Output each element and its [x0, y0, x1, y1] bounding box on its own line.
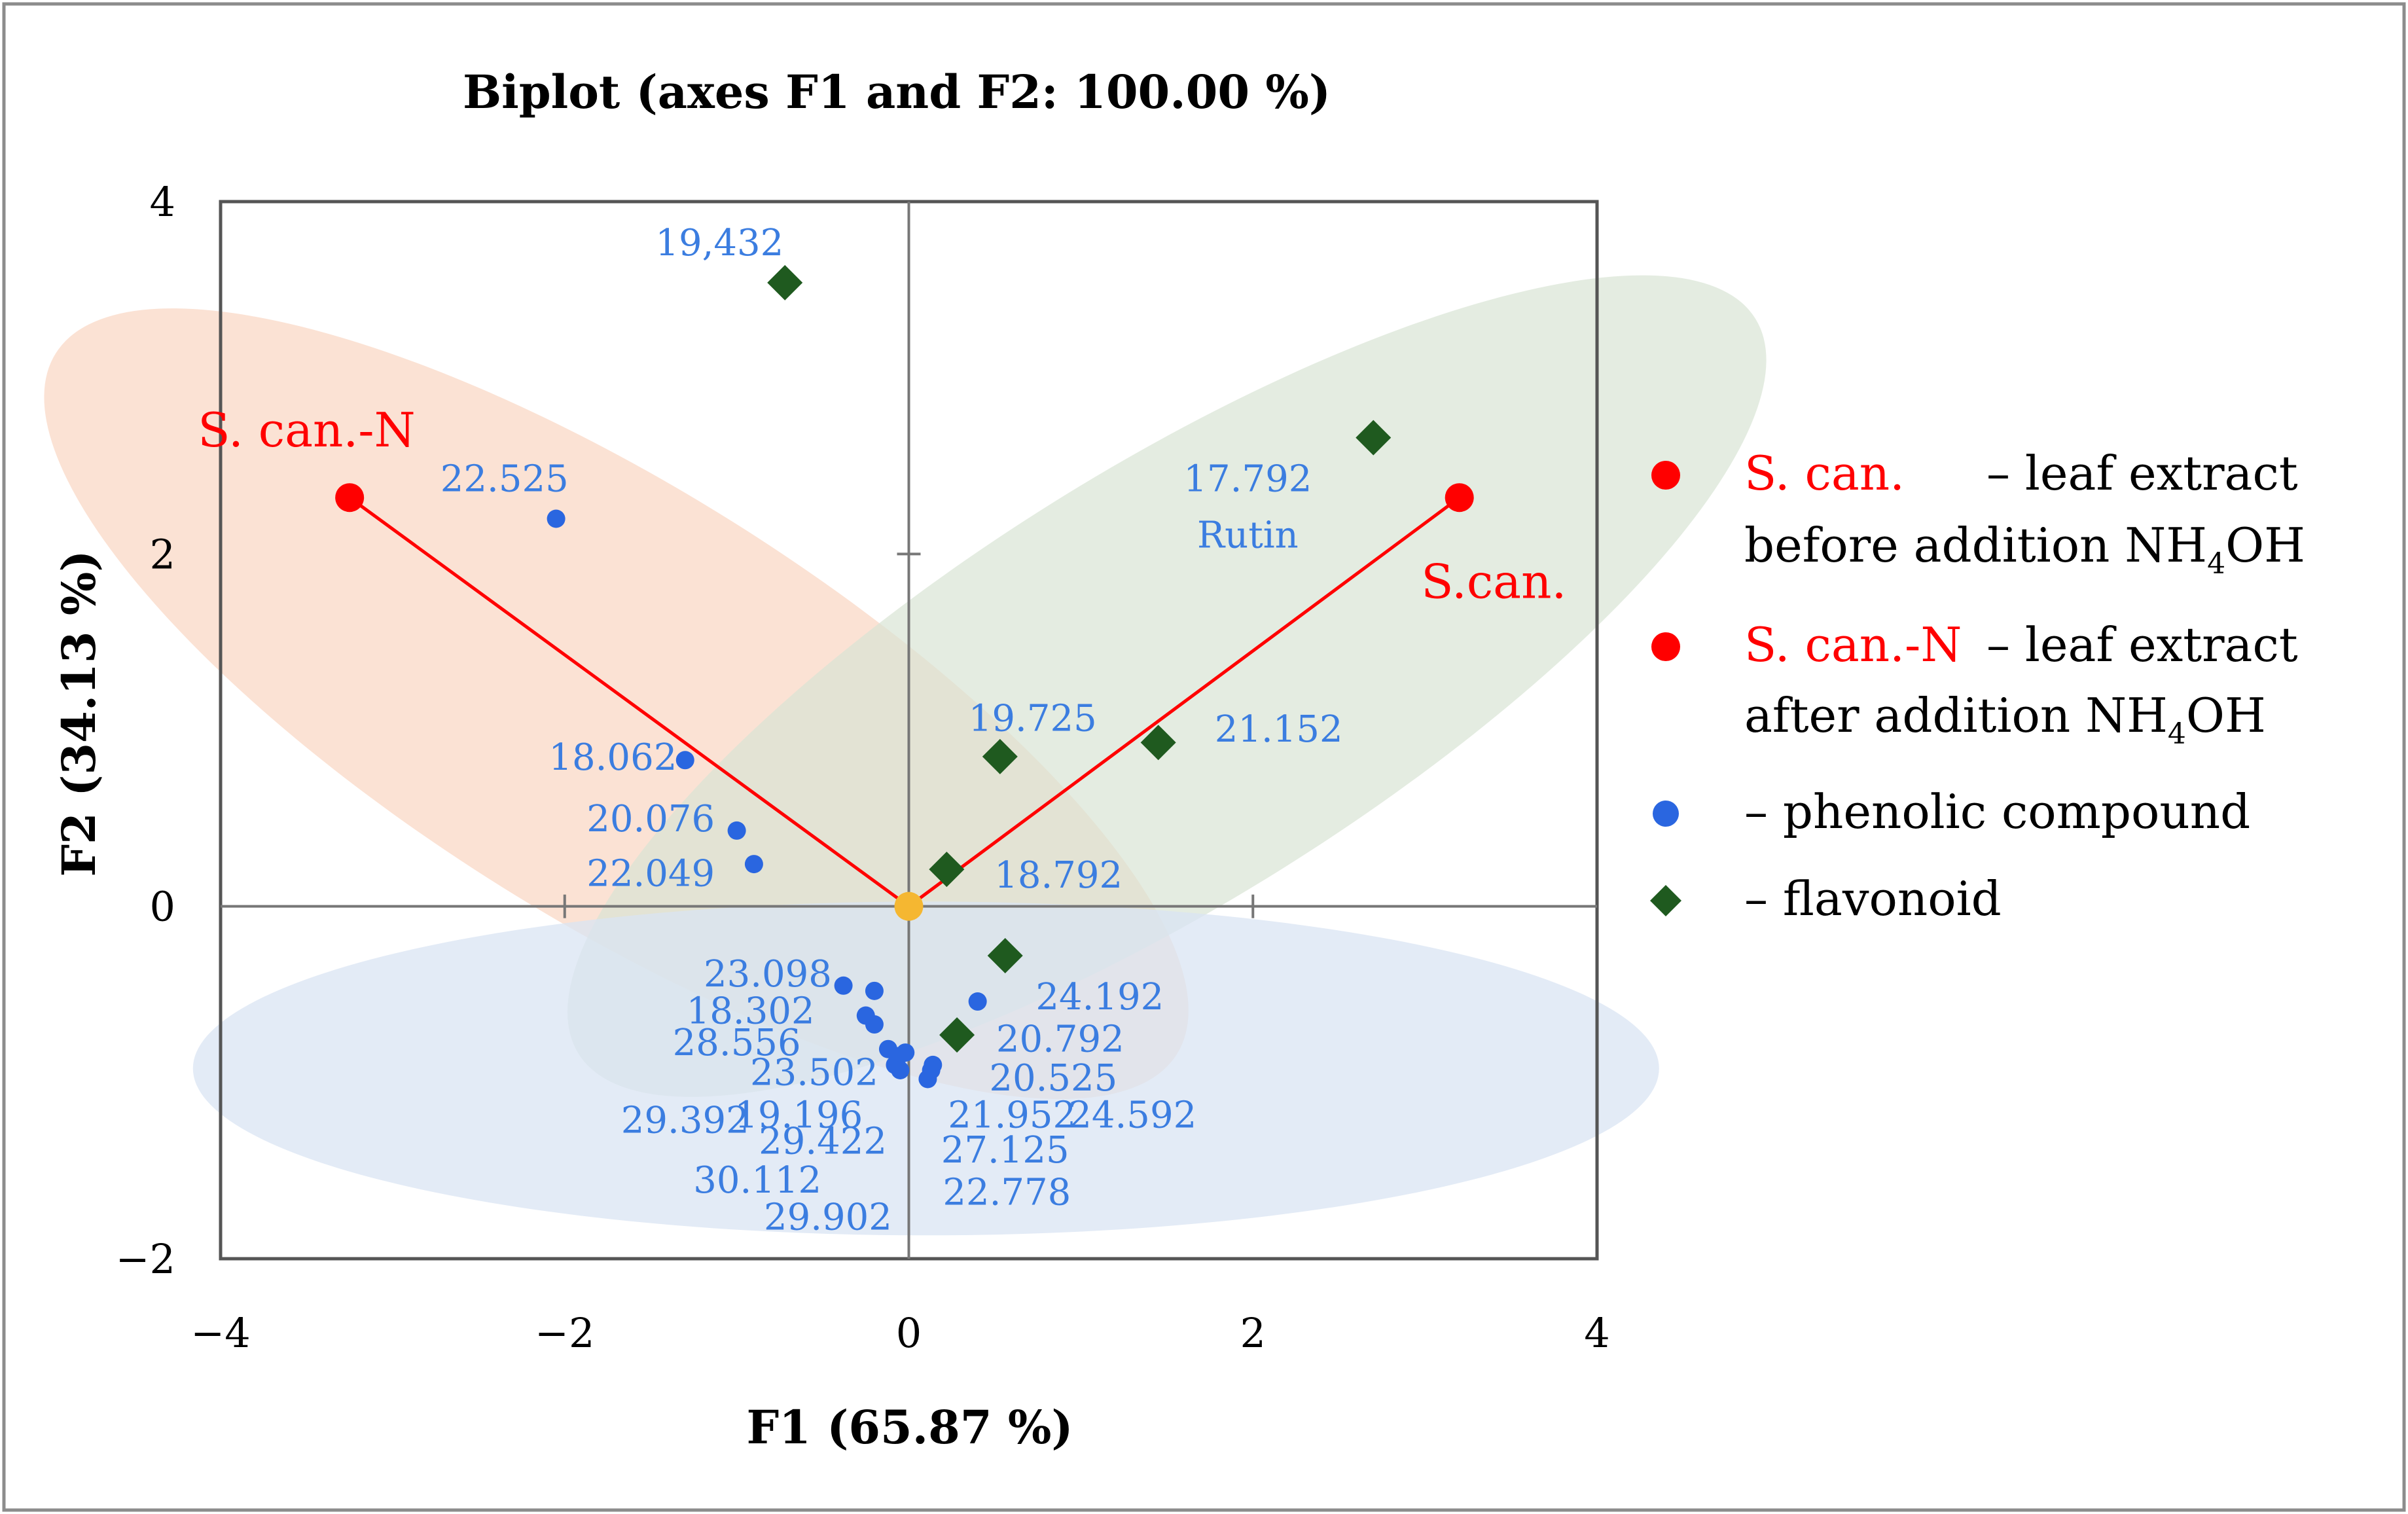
phenolic-point	[865, 981, 884, 1000]
observation-point	[335, 483, 365, 513]
point-label: 28.556	[673, 1022, 801, 1064]
flavonoid-point	[982, 738, 1018, 774]
legend-blue-dot-icon	[1653, 801, 1679, 827]
point-label: 20.525	[989, 1057, 1117, 1100]
legend-item: – flavonoid	[1650, 871, 2002, 926]
point-label: 19.725	[969, 698, 1097, 740]
point-labels: 19,432 22.525 17.792 Rutin 18.062 20.076 22.04…	[198, 222, 1566, 1238]
phenolic-point	[675, 751, 694, 770]
point-label: 18.302	[687, 990, 815, 1032]
flavonoid-point	[1356, 420, 1392, 456]
point-label: 29.392	[621, 1099, 749, 1142]
y-tick-label: 0	[150, 883, 175, 931]
legend-label: – flavonoid	[1744, 871, 2002, 926]
y-tick-label: 4	[150, 178, 175, 226]
legend-red-dot-icon	[1651, 632, 1680, 661]
y-tick-label: −2	[116, 1235, 175, 1283]
phenolic-point	[891, 1060, 910, 1079]
phenolic-point	[744, 855, 763, 874]
observation-label: S. can.-N	[198, 403, 415, 458]
legend-description: – leaf extract	[1986, 446, 2298, 501]
phenolic-point	[834, 976, 853, 995]
x-axis-title: F1 (65.87 %)	[746, 1400, 1073, 1454]
axes: −4 −2 0 2 4 −2 0 2 4	[116, 178, 1610, 1357]
flavonoid-point	[939, 1017, 975, 1053]
legend-item: – phenolic compound	[1653, 784, 2250, 839]
point-label: 21.952	[948, 1094, 1076, 1136]
legend-green-diamond-icon	[1650, 885, 1681, 916]
legend-item: S. can.-N – leaf extract after addition NH…	[1651, 617, 2298, 751]
data-marks	[335, 264, 1474, 1089]
flavonoid-point	[767, 264, 803, 300]
point-label: 20.792	[996, 1018, 1124, 1061]
point-label: 24.192	[1035, 976, 1164, 1018]
legend-label: S. can. – leaf extract	[1744, 446, 2298, 501]
flavonoid-point	[1140, 725, 1176, 761]
legend-label: – phenolic compound	[1744, 784, 2250, 839]
chart-title: Biplot (axes F1 and F2: 100.00 %)	[463, 65, 1331, 119]
legend-label: S. can.-N – leaf extract	[1744, 617, 2298, 672]
point-label: 18.062	[548, 736, 677, 779]
point-label: 22.525	[440, 458, 569, 501]
point-label: 22.778	[943, 1172, 1071, 1214]
point-label: 24.592	[1068, 1094, 1196, 1136]
point-label: 29.902	[764, 1196, 892, 1238]
point-label: 20.076	[586, 798, 715, 840]
legend-label-line2: after addition NH4OH	[1744, 688, 2266, 751]
legend-red-dot-icon	[1651, 461, 1680, 490]
y-tick-label: 2	[150, 530, 175, 578]
point-label: Rutin	[1197, 514, 1299, 557]
point-label: 22.049	[586, 853, 715, 895]
vector-line	[348, 496, 910, 908]
legend-label-line2: before addition NH4OH	[1744, 518, 2305, 581]
y-axis-title: F2 (34.13 %)	[52, 550, 106, 876]
ellipse-s-can	[567, 275, 1767, 1097]
point-label: 23.098	[704, 953, 832, 996]
vector-line	[908, 496, 1461, 908]
x-tick-label: −2	[535, 1309, 594, 1357]
point-label: 30.112	[693, 1159, 821, 1202]
observation-label: S.can.	[1421, 554, 1566, 609]
phenolic-point	[968, 992, 987, 1011]
phenolic-point	[918, 1070, 937, 1089]
x-tick-label: −4	[190, 1309, 250, 1357]
phenolic-point	[727, 821, 746, 840]
observation-vectors	[348, 496, 1461, 908]
point-label: 19,432	[655, 222, 783, 264]
phenolic-point	[896, 1043, 915, 1062]
flavonoid-point	[987, 938, 1023, 974]
point-label: 21.152	[1215, 708, 1343, 751]
x-tick-label: 0	[896, 1309, 922, 1357]
point-label: 18.792	[994, 854, 1123, 897]
point-label: 17.792	[1183, 458, 1312, 501]
legend: S. can. – leaf extract before addition NH4…	[1650, 446, 2305, 926]
point-label: 27.125	[941, 1129, 1069, 1172]
phenolic-point	[547, 509, 566, 528]
observation-point	[1445, 483, 1474, 513]
legend-description: – leaf extract	[1986, 617, 2298, 672]
point-label: 29.422	[759, 1121, 887, 1163]
point-label: 19.196	[734, 1094, 863, 1136]
point-label: 23.502	[750, 1052, 878, 1094]
legend-sample-name: S. can.	[1744, 446, 1905, 501]
legend-item: S. can. – leaf extract before addition NH4…	[1651, 446, 2305, 581]
phenolic-point	[865, 1015, 884, 1034]
legend-sample-name: S. can.-N	[1744, 617, 1962, 672]
x-tick-label: 2	[1240, 1309, 1266, 1357]
origin-point	[894, 892, 924, 921]
x-tick-label: 4	[1584, 1309, 1609, 1357]
flavonoid-point	[929, 852, 965, 888]
